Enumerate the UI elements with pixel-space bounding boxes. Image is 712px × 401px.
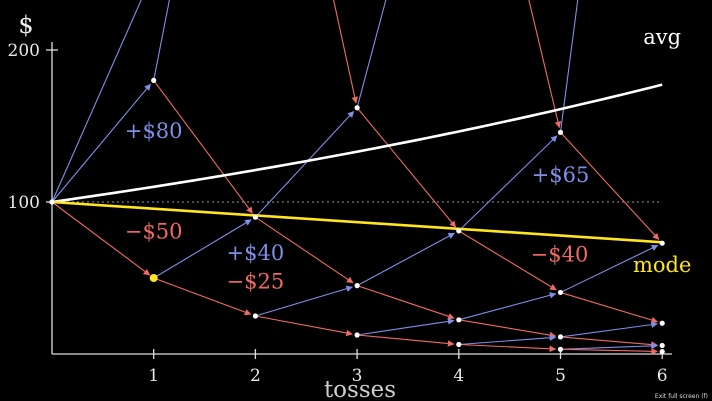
x-tick-label: 4: [453, 366, 464, 386]
y-tick-label: 100: [8, 193, 40, 213]
tree-node: [49, 199, 55, 205]
tree-edge-up: [560, 321, 658, 338]
series-label-avg: avg: [643, 25, 681, 49]
tree-edge-up: [254, 110, 355, 218]
tree-node: [252, 313, 258, 319]
tree-nodes: [49, 77, 665, 355]
tree-node: [659, 320, 665, 326]
series-line-avg: [51, 83, 663, 204]
y-axis-label: $: [18, 11, 33, 39]
tree-edge-down: [560, 132, 660, 240]
tree-node: [354, 332, 360, 338]
tree-edge-up: [356, 0, 387, 108]
series-label-mode: mode: [633, 253, 691, 277]
series-lines: [51, 83, 663, 244]
tree-edge-down: [333, 0, 358, 104]
tree-edge-up: [458, 292, 557, 321]
tree-edge-down: [255, 315, 353, 337]
tree-node: [354, 283, 360, 289]
tree-edge-down: [560, 291, 659, 324]
tree-edge-up: [255, 285, 353, 317]
x-axis-label: tosses: [324, 377, 396, 401]
tree-node: [557, 129, 564, 135]
tree-edge-down: [51, 201, 151, 276]
tree-edge-up: [153, 219, 252, 279]
tree-node: [456, 341, 462, 348]
tree-edge-down: [560, 336, 658, 348]
tree-edge-down: [153, 277, 252, 316]
tree-edge-down: [560, 348, 658, 355]
tree-edge-up: [51, 83, 151, 203]
exit-fullscreen-hint[interactable]: Exit full screen (f): [654, 393, 708, 400]
step-annotation: −$25: [227, 270, 285, 294]
step-annotation: −$50: [125, 219, 183, 243]
tree-edge-up: [356, 232, 455, 287]
tree-node: [456, 228, 462, 234]
tree-edge-down: [458, 319, 557, 339]
tree-edge-up: [458, 135, 558, 232]
tree-edge-down: [356, 285, 455, 320]
tree-edge-down: [153, 80, 253, 214]
x-tick-label: 3: [352, 366, 363, 386]
x-tick-label: 6: [657, 366, 668, 386]
chart-labels: +$80 −$50 +$40 −$25 +$65 −$40 avg mode: [125, 25, 692, 294]
tree-edge-down: [356, 107, 457, 228]
tree-edge-down: [458, 343, 557, 353]
series-line-mode: [51, 200, 663, 244]
x-tick-label: 1: [148, 366, 159, 386]
tree-edge-down: [357, 334, 455, 347]
x-tick-label: 2: [250, 366, 261, 386]
tree-node: [659, 348, 665, 355]
tree-edge-up: [560, 244, 659, 293]
axes: 100 200 1 2 3 4 5 6 $ tosses: [8, 11, 672, 401]
tree-node: [557, 334, 564, 340]
tree-edge-up: [559, 0, 579, 133]
tree-node: [659, 342, 665, 349]
y-tick-label: 200: [8, 41, 40, 61]
step-annotation: +$40: [227, 241, 285, 265]
tree-edge-up: [560, 342, 658, 350]
tree-node: [252, 214, 258, 220]
tree-node: [456, 317, 462, 323]
tree-edges: [51, 0, 660, 355]
step-annotation: −$40: [531, 242, 589, 266]
tree-node-highlighted: [149, 274, 158, 282]
x-tick-label: 5: [555, 366, 566, 386]
tree-edge-up: [153, 0, 170, 81]
tree-edge-up: [51, 0, 142, 203]
tree-edge-up: [458, 334, 557, 346]
tree-node: [557, 346, 564, 352]
tree-edge-down: [458, 230, 557, 291]
tree-edge-down: [255, 216, 354, 284]
tree-edge-up: [357, 318, 455, 336]
tree-node: [659, 240, 665, 246]
tree-edge-down: [528, 0, 562, 129]
step-annotation: +$65: [532, 163, 590, 187]
step-annotation: +$80: [125, 119, 183, 143]
tree-node: [557, 289, 564, 296]
tree-node: [354, 105, 360, 111]
tree-node: [151, 77, 157, 83]
